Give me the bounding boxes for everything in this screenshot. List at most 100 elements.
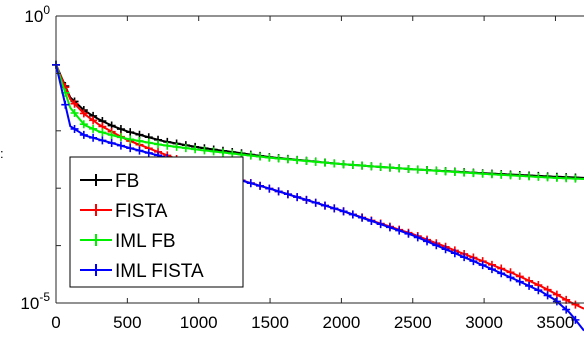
series-marker [116,133,125,142]
series-marker [79,130,88,139]
series-marker [460,253,469,262]
legend-label: IML FB [115,231,176,252]
series-marker [515,277,524,286]
series-marker [107,139,116,148]
axis-layer [55,15,584,304]
series-marker [395,164,404,173]
series-marker [191,145,200,154]
legend: FB FISTA IML FB IML FISTA [69,156,244,288]
legend-item: IML FB [80,231,176,252]
series-marker [552,297,561,306]
x-tick-label: 1500 [251,313,289,332]
series-marker [450,249,459,258]
series-marker [525,172,534,181]
series-marker [367,216,376,225]
series-marker [525,281,534,290]
series-marker [116,125,125,134]
series-marker [283,190,292,199]
series-marker [497,269,506,278]
series-line [55,64,584,332]
series-iml-fb [52,60,584,183]
x-tick-label: 0 [51,313,60,332]
series-marker [534,172,543,181]
series-marker [562,174,571,183]
series-layer [52,60,584,332]
series-marker [571,315,580,324]
series-marker [209,147,218,156]
series-marker [552,290,561,299]
series-marker [107,130,116,139]
series-marker [79,120,88,129]
series-marker [339,160,348,169]
series-marker [348,160,357,169]
x-tick-label: 2500 [394,313,432,332]
series-marker [376,162,385,171]
series-marker [154,140,163,149]
series-marker [441,167,450,176]
series-marker [126,128,135,137]
series-marker [413,165,422,174]
series-marker [562,305,571,314]
series-marker [246,179,255,188]
legend-swatch-marker [90,204,102,216]
series-marker [70,99,79,108]
series-marker [385,163,394,172]
series-marker [469,257,478,266]
series-marker [126,135,135,144]
y-axis-fragment: : [0,146,4,161]
y-tick-base: 10 [20,294,39,313]
series-marker [228,149,237,158]
series-marker [432,241,441,250]
series-marker [89,133,98,142]
series-marker [358,161,367,170]
series-marker [144,138,153,147]
series-marker [358,213,367,222]
series-marker [144,148,153,157]
series-marker [265,184,274,193]
series-marker [246,151,255,160]
series-marker [348,210,357,219]
series-marker [70,109,79,118]
series-marker [404,164,413,173]
series-marker [135,136,144,145]
series-marker [543,173,552,182]
series-marker [302,195,311,204]
series-marker [376,220,385,229]
series-marker [172,142,181,151]
series-marker [571,174,580,183]
legend-item: IML FISTA [80,261,204,282]
series-marker [163,141,172,150]
series-marker [506,171,515,180]
series-marker [515,171,524,180]
series-marker [116,141,125,150]
y-tick-exponent: -5 [39,290,50,304]
x-tick-label: 1000 [180,313,218,332]
series-marker [181,144,190,153]
series-marker [497,170,506,179]
x-tick-label: 2000 [322,313,360,332]
x-tick-label: 3500 [537,313,575,332]
series-marker [395,226,404,235]
series-marker [423,166,432,175]
series-marker [256,152,265,161]
series-marker [293,156,302,165]
x-tick-layer: 0 500 1000 1500 2000 2500 3000 3500 [51,16,574,332]
series-marker [200,146,209,155]
series-marker [506,273,515,282]
x-tick-label: 500 [113,313,141,332]
series-marker [274,154,283,163]
series-marker [367,162,376,171]
series-marker [265,153,274,162]
series-marker [98,128,107,137]
legend-label: IML FISTA [115,261,204,282]
x-tick-label: 3000 [465,313,503,332]
series-marker [330,159,339,168]
series-marker [89,124,98,133]
series-marker [61,100,70,109]
series-marker [441,245,450,254]
series-marker [478,261,487,270]
series-marker [311,157,320,166]
